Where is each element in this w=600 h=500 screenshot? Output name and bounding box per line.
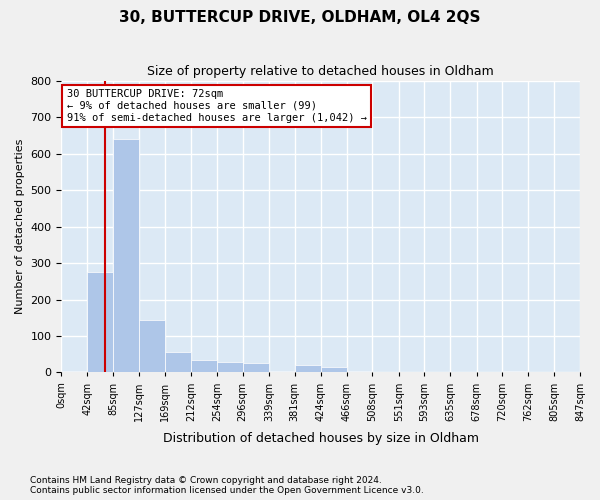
Bar (139, 320, 165, 372)
Text: Contains HM Land Registry data © Crown copyright and database right 2024.
Contai: Contains HM Land Registry data © Crown c… (30, 476, 424, 495)
Y-axis label: Number of detached properties: Number of detached properties (15, 139, 25, 314)
Bar (191, 360, 217, 372)
Bar (165, 352, 191, 372)
Bar (217, 362, 242, 372)
Text: 30 BUTTERCUP DRIVE: 72sqm
← 9% of detached houses are smaller (99)
91% of semi-d: 30 BUTTERCUP DRIVE: 72sqm ← 9% of detach… (67, 90, 367, 122)
Bar (269, 370, 295, 372)
X-axis label: Distribution of detached houses by size in Oldham: Distribution of detached houses by size … (163, 432, 479, 445)
Bar (113, 139, 139, 372)
Bar (242, 364, 269, 372)
Bar (61, 370, 87, 372)
Text: 30, BUTTERCUP DRIVE, OLDHAM, OL4 2QS: 30, BUTTERCUP DRIVE, OLDHAM, OL4 2QS (119, 10, 481, 25)
Bar (87, 272, 113, 372)
Bar (321, 367, 347, 372)
Bar (295, 365, 321, 372)
Title: Size of property relative to detached houses in Oldham: Size of property relative to detached ho… (148, 65, 494, 78)
Bar (502, 370, 528, 372)
